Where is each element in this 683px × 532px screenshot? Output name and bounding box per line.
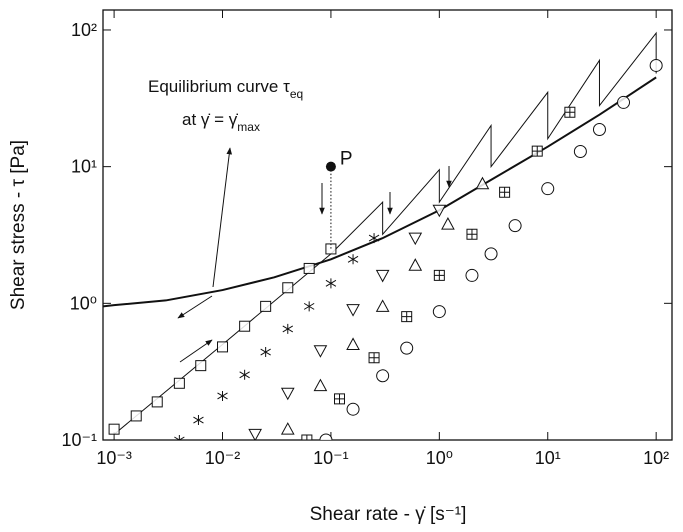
x-tick-label: 10⁻¹	[313, 448, 349, 468]
marker-circle	[346, 402, 360, 416]
marker-triangle-down	[313, 345, 328, 358]
marker-crossed-square	[301, 434, 313, 440]
arrow	[177, 295, 213, 319]
y-axis-label: Shear stress - τ [Pa]	[8, 140, 29, 310]
curve	[113, 31, 657, 435]
marker-crossed-square	[334, 393, 346, 405]
marker-circle	[319, 433, 333, 440]
marker-crossed-square	[433, 269, 445, 281]
marker-circle	[508, 219, 522, 233]
marker-square	[282, 282, 294, 294]
point-p	[325, 161, 336, 172]
marker-star	[217, 390, 228, 401]
marker-circle	[484, 247, 498, 261]
marker-star	[260, 347, 271, 358]
x-tick-label: 10⁻²	[205, 448, 241, 468]
annotation-sub: max	[237, 120, 260, 134]
marker-triangle-up	[280, 422, 295, 435]
marker-triangle-up	[346, 337, 360, 350]
marker-star	[239, 369, 250, 380]
y-tick-label: 10⁰	[70, 293, 97, 313]
marker-circle	[465, 268, 479, 282]
plot-frame	[102, 9, 673, 441]
x-tick-label: 10¹	[535, 448, 561, 468]
marker-triangle-up	[475, 176, 490, 190]
marker-circle	[541, 182, 555, 196]
marker-square	[217, 341, 229, 353]
marker-triangle-down	[375, 269, 390, 283]
annotation-sub: eq	[290, 87, 303, 101]
arrows	[177, 147, 452, 363]
y-tick-label: 10²	[71, 20, 97, 40]
marker-crossed-square	[499, 186, 511, 198]
marker-square	[303, 262, 315, 274]
annotation: Equilibrium curve τeq	[148, 77, 303, 101]
y-tick-label: 10⁻¹	[61, 430, 97, 450]
marker-crossed-square	[466, 228, 478, 240]
marker-circle	[649, 58, 663, 72]
marker-star	[282, 323, 294, 334]
curve	[103, 76, 657, 308]
marker-triangle-down	[432, 204, 447, 218]
marker-triangle-down	[248, 428, 262, 440]
marker-square	[260, 300, 272, 312]
marker-crossed-square	[531, 145, 543, 157]
marker-triangle-up	[441, 217, 455, 230]
marker-square	[151, 396, 163, 408]
marker-triangle-down	[408, 232, 423, 246]
marker-triangle-up	[375, 299, 390, 312]
marker-circle	[617, 95, 631, 109]
annotation-text: at γ̇ = γ̇	[182, 110, 238, 129]
marker-square	[239, 320, 251, 332]
marker-circle	[432, 305, 446, 319]
marker-triangle-up	[313, 378, 328, 392]
x-tick-label: 10⁻³	[96, 448, 132, 468]
marker-star	[325, 278, 337, 289]
marker-star	[193, 415, 204, 426]
annotation-text: Equilibrium curve τ	[148, 77, 290, 96]
y-tick-label: 10¹	[71, 157, 97, 177]
plot-area	[103, 10, 672, 441]
marker-crossed-square	[564, 106, 576, 118]
x-tick-label: 10²	[643, 448, 669, 468]
marker-triangle-down	[280, 387, 295, 401]
marker-star	[174, 435, 185, 440]
marker-square	[195, 360, 207, 372]
marker-circle	[376, 369, 390, 383]
arrow	[212, 147, 233, 288]
marker-crossed-square	[401, 311, 413, 323]
x-axis-label: Shear rate - γ̇ [s⁻¹]	[310, 504, 467, 525]
marker-star	[368, 233, 380, 244]
marker-square	[108, 423, 120, 435]
marker-star	[303, 301, 315, 312]
marker-triangle-up	[408, 258, 423, 271]
arrow	[179, 339, 213, 363]
marker-crossed-square	[368, 352, 380, 364]
x-tick-label: 10⁰	[426, 448, 453, 468]
marker-triangle-down	[346, 304, 360, 317]
point-p-label: P	[340, 149, 353, 170]
series-layer	[103, 31, 663, 440]
marker-star	[347, 254, 359, 265]
marker-square	[173, 377, 185, 389]
annotation: at γ̇ = γ̇max	[182, 110, 260, 134]
marker-circle	[573, 145, 587, 159]
marker-circle	[400, 341, 414, 355]
marker-square	[130, 410, 142, 422]
marker-circle	[592, 122, 606, 136]
